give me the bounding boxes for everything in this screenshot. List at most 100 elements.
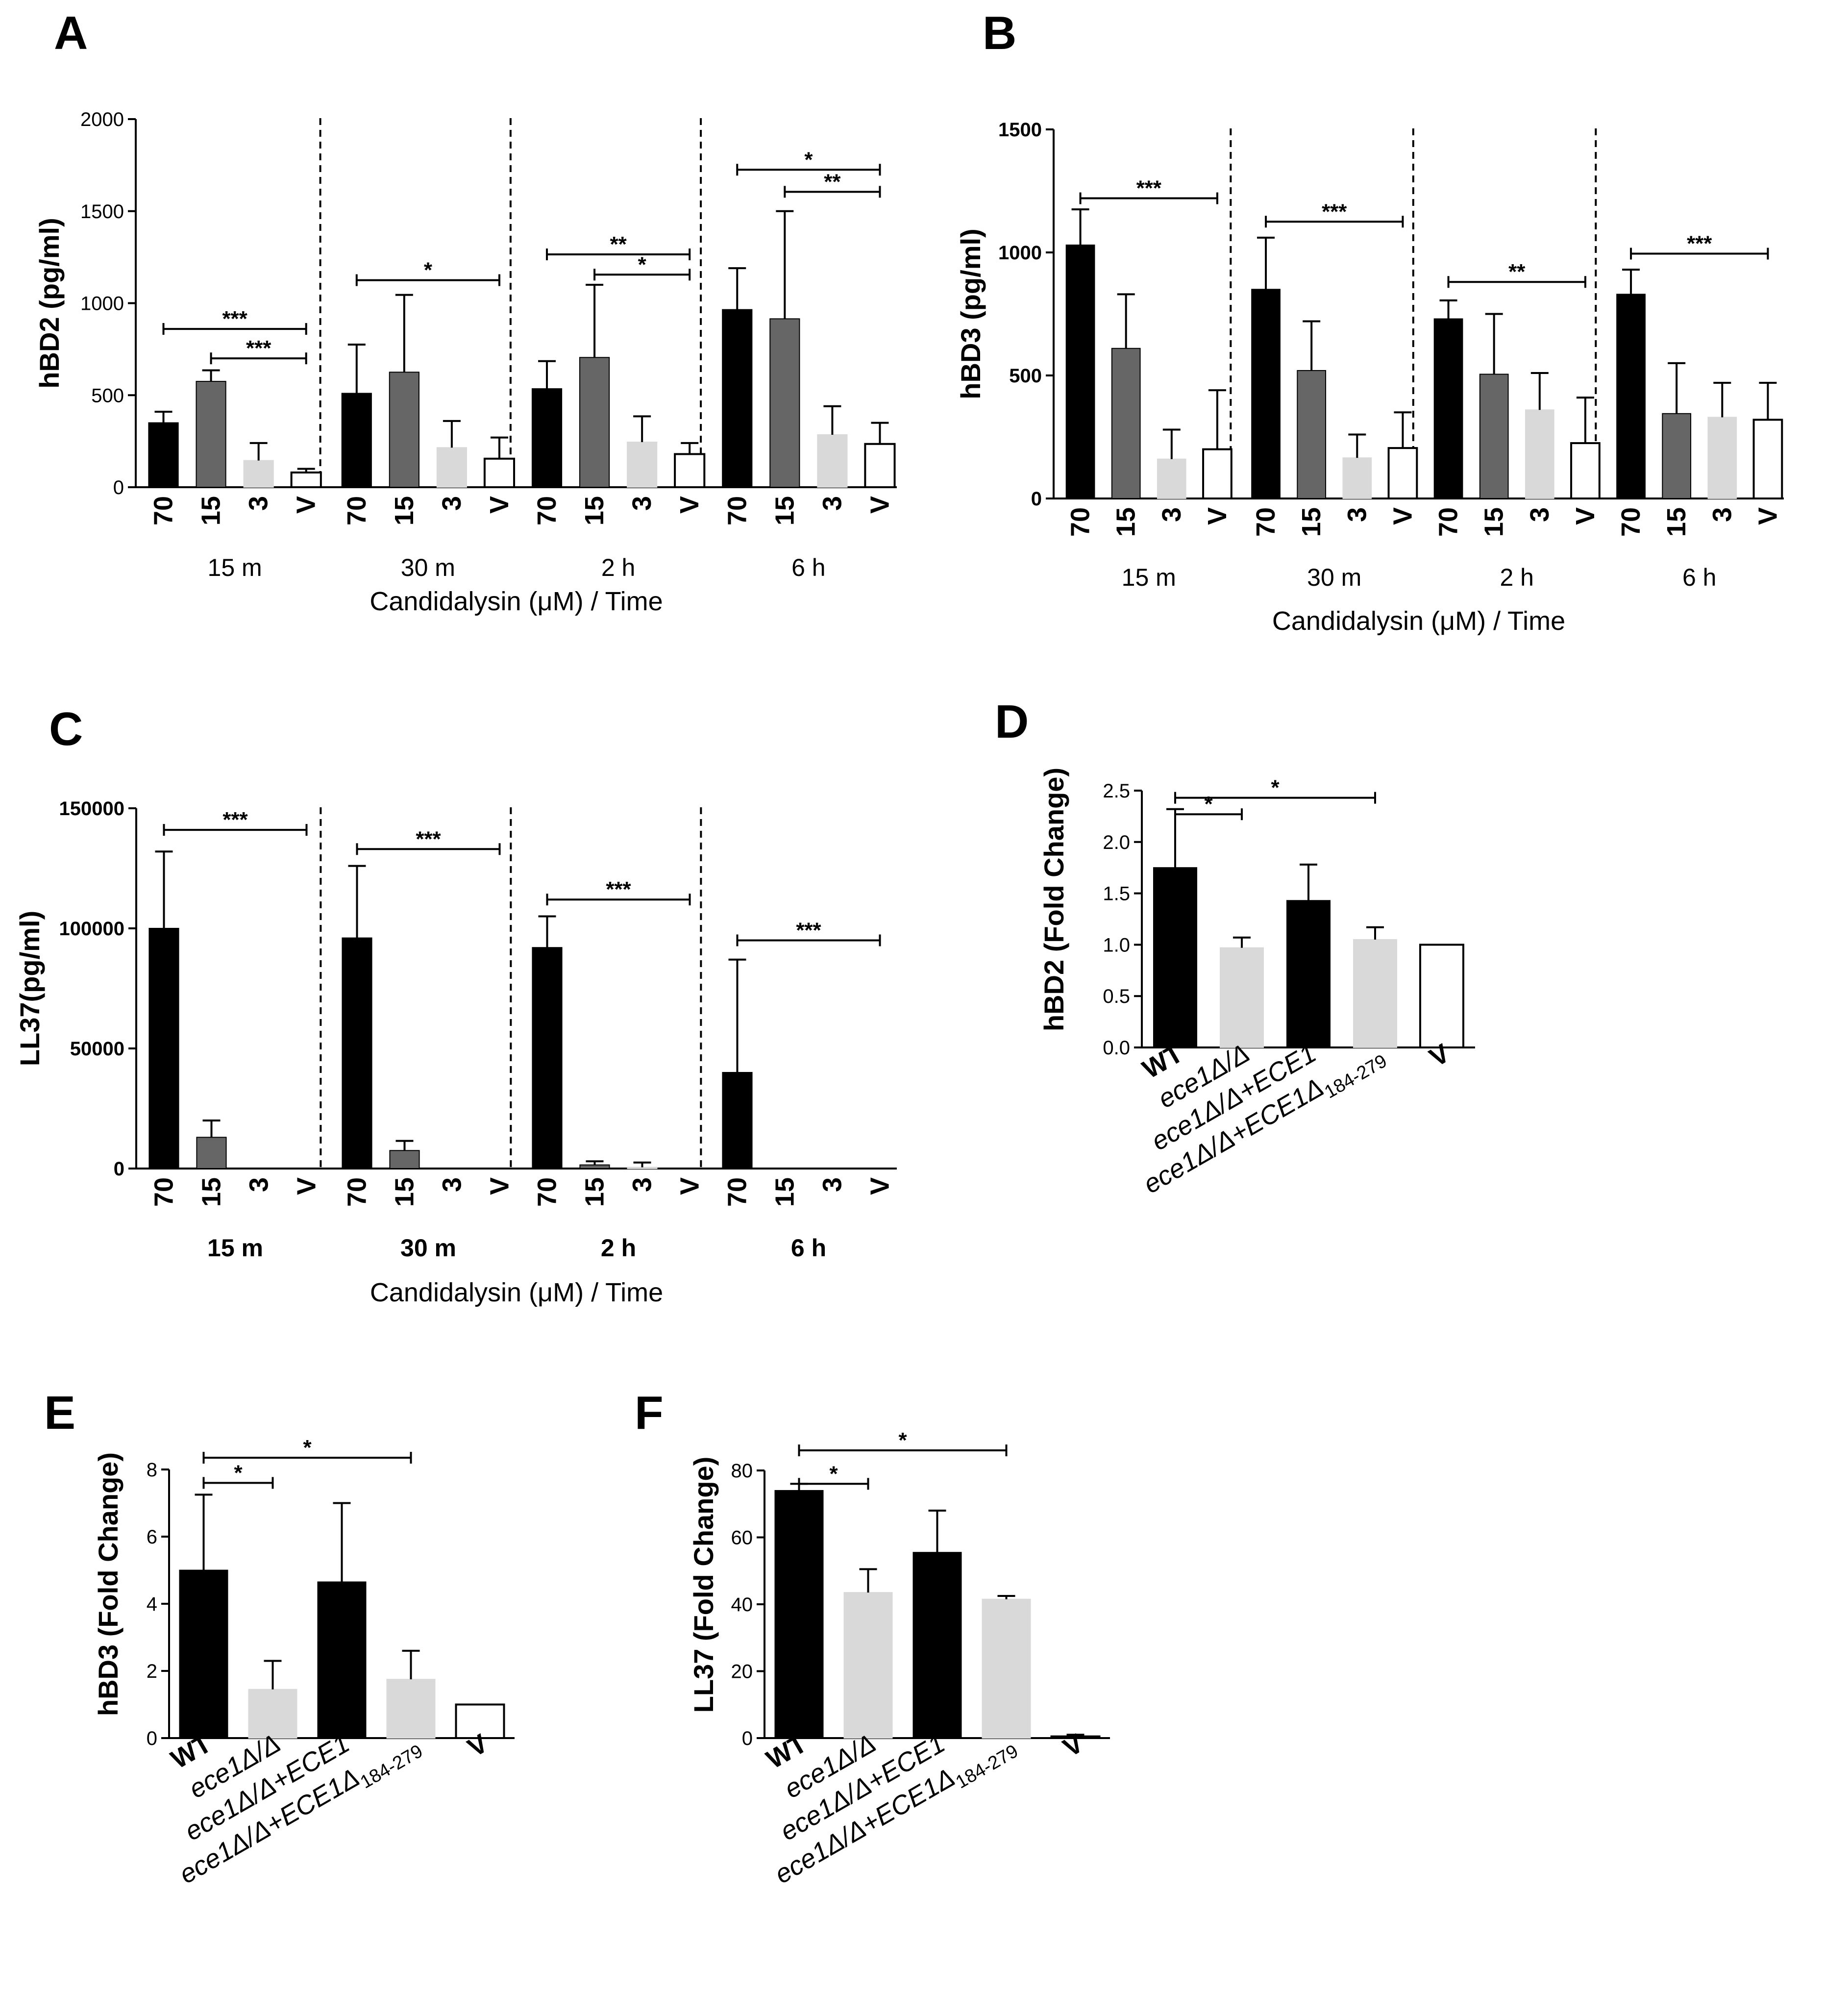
significance-sig-label: ***	[416, 827, 441, 851]
2-ytick-label: 150000	[59, 798, 124, 820]
category-label: 70	[1616, 507, 1646, 537]
bar-70	[342, 937, 372, 1169]
strain-label-text: V	[1058, 1728, 1088, 1763]
bar-15	[1662, 413, 1692, 499]
category-label: 70	[533, 1177, 562, 1207]
bar-3	[436, 447, 467, 488]
category-label: V	[865, 1177, 895, 1195]
panel-C: C 0 50000 100000 150000 70 15 3 V 15 m *** 70 15 3 V 30…	[14, 703, 897, 1307]
y-axis-title: hBD3 (pg/ml)	[955, 228, 986, 399]
group-label: 2 h	[601, 554, 636, 581]
bar-V	[1570, 442, 1601, 499]
category-label: V	[675, 496, 704, 514]
1-ytick-label: 0	[1031, 488, 1042, 510]
bar-strain	[982, 1598, 1031, 1739]
bar-V	[1752, 419, 1783, 499]
category-label: 3	[244, 496, 273, 511]
category-label: 3	[1525, 507, 1554, 522]
group-label: 2 h	[601, 1234, 636, 1262]
category-label: 3	[627, 496, 657, 511]
strain-label-subscript: 184-279	[952, 1741, 1022, 1793]
bar-V	[1387, 447, 1418, 500]
category-label: 70	[149, 1177, 179, 1207]
group-label: 6 h	[791, 1234, 826, 1262]
3-ytick-label: 0.0	[1103, 1037, 1130, 1059]
significance-sig-label: *	[638, 252, 647, 276]
3-ytick-label: 0.5	[1103, 986, 1130, 1007]
bar-15	[579, 1164, 610, 1169]
x-axis-title: Candidalysin (μM) / Time	[370, 1278, 663, 1307]
significance-sig-label: **	[1508, 260, 1526, 284]
bar-V	[1202, 448, 1232, 499]
bar-70	[722, 1072, 753, 1169]
0-ytick-label: 1000	[80, 293, 124, 315]
category-label: 3	[438, 1177, 467, 1192]
bar-strain	[1220, 947, 1264, 1048]
2-ytick-label: 0	[114, 1158, 124, 1180]
category-label: 15	[390, 1177, 419, 1207]
category-label: 70	[722, 496, 752, 525]
significance-sig-label: ***	[1687, 232, 1712, 256]
bar-strain	[843, 1592, 893, 1739]
4-ytick-label: 2	[147, 1661, 157, 1682]
4-ytick-label: 8	[147, 1459, 157, 1481]
bar-70	[341, 393, 372, 488]
category-label: 70	[343, 1177, 372, 1207]
category-label: V	[1388, 507, 1417, 525]
y-axis-title: hBD2 (Fold Change)	[1038, 768, 1069, 1031]
category-label: V	[1753, 507, 1782, 525]
category-label: 3	[437, 496, 467, 511]
2-ytick-label: 100000	[59, 918, 124, 940]
significance-sig-label: *	[829, 1462, 838, 1486]
category-label: V	[292, 1177, 321, 1195]
significance-sig-label: ***	[1136, 176, 1162, 200]
category-label: 15	[770, 1177, 800, 1207]
bar-strain	[1353, 939, 1397, 1048]
bar-15	[389, 1150, 420, 1169]
bar-3	[1707, 417, 1737, 499]
bar-15	[579, 357, 610, 488]
group-label: 30 m	[1307, 564, 1361, 591]
x-axis-title: Candidalysin (μM) / Time	[1272, 606, 1565, 636]
5-ytick-label: 0	[742, 1728, 753, 1749]
category-label: 15	[1662, 507, 1691, 537]
bar-V	[674, 453, 706, 488]
bar-strain	[386, 1679, 436, 1739]
bar-15	[1297, 370, 1327, 499]
panel-label: C	[49, 703, 83, 755]
category-label: V	[865, 496, 894, 514]
significance-sig-label: *	[898, 1428, 907, 1452]
significance-sig-label: *	[1271, 776, 1280, 800]
1-ytick-label: 500	[1009, 365, 1042, 387]
panel-D: D0.00.51.01.52.02.5WTece1Δ/Δece1Δ/Δ+ECE1…	[995, 696, 1475, 1199]
category-label: 70	[149, 496, 178, 525]
bar-15	[196, 1137, 227, 1170]
3-ytick-label: 1.5	[1103, 883, 1130, 905]
bar-70	[1251, 289, 1281, 499]
category-label: 15	[197, 1177, 226, 1207]
category-label: 3	[245, 1177, 274, 1192]
bar-15	[389, 372, 419, 488]
bar-3	[1525, 409, 1554, 499]
panel-B: B 0 500 1000 1500 70 15 3 V 15 m *** 70 15 3 V 30 m *** 7…	[955, 7, 1784, 636]
bar-strain	[317, 1581, 367, 1739]
bar-strain	[179, 1569, 228, 1739]
bar-70	[1065, 244, 1095, 499]
significance-sig-label: ***	[796, 919, 821, 943]
category-label: 70	[723, 1177, 752, 1207]
bar-15	[1479, 373, 1509, 499]
strain-label: V	[1058, 1728, 1088, 1763]
bar-70	[722, 309, 753, 488]
bar-15	[196, 381, 226, 488]
strain-label-subscript: 184-279	[1321, 1051, 1391, 1103]
panel-label: E	[44, 1387, 75, 1439]
bar-V	[290, 471, 322, 489]
panel-label: F	[635, 1387, 664, 1439]
category-label: 15	[390, 496, 419, 525]
bar-3	[627, 1167, 658, 1170]
category-label: 15	[1479, 507, 1509, 537]
5-ytick-label: 40	[731, 1594, 753, 1616]
3-ytick-label: 2.5	[1103, 780, 1130, 802]
